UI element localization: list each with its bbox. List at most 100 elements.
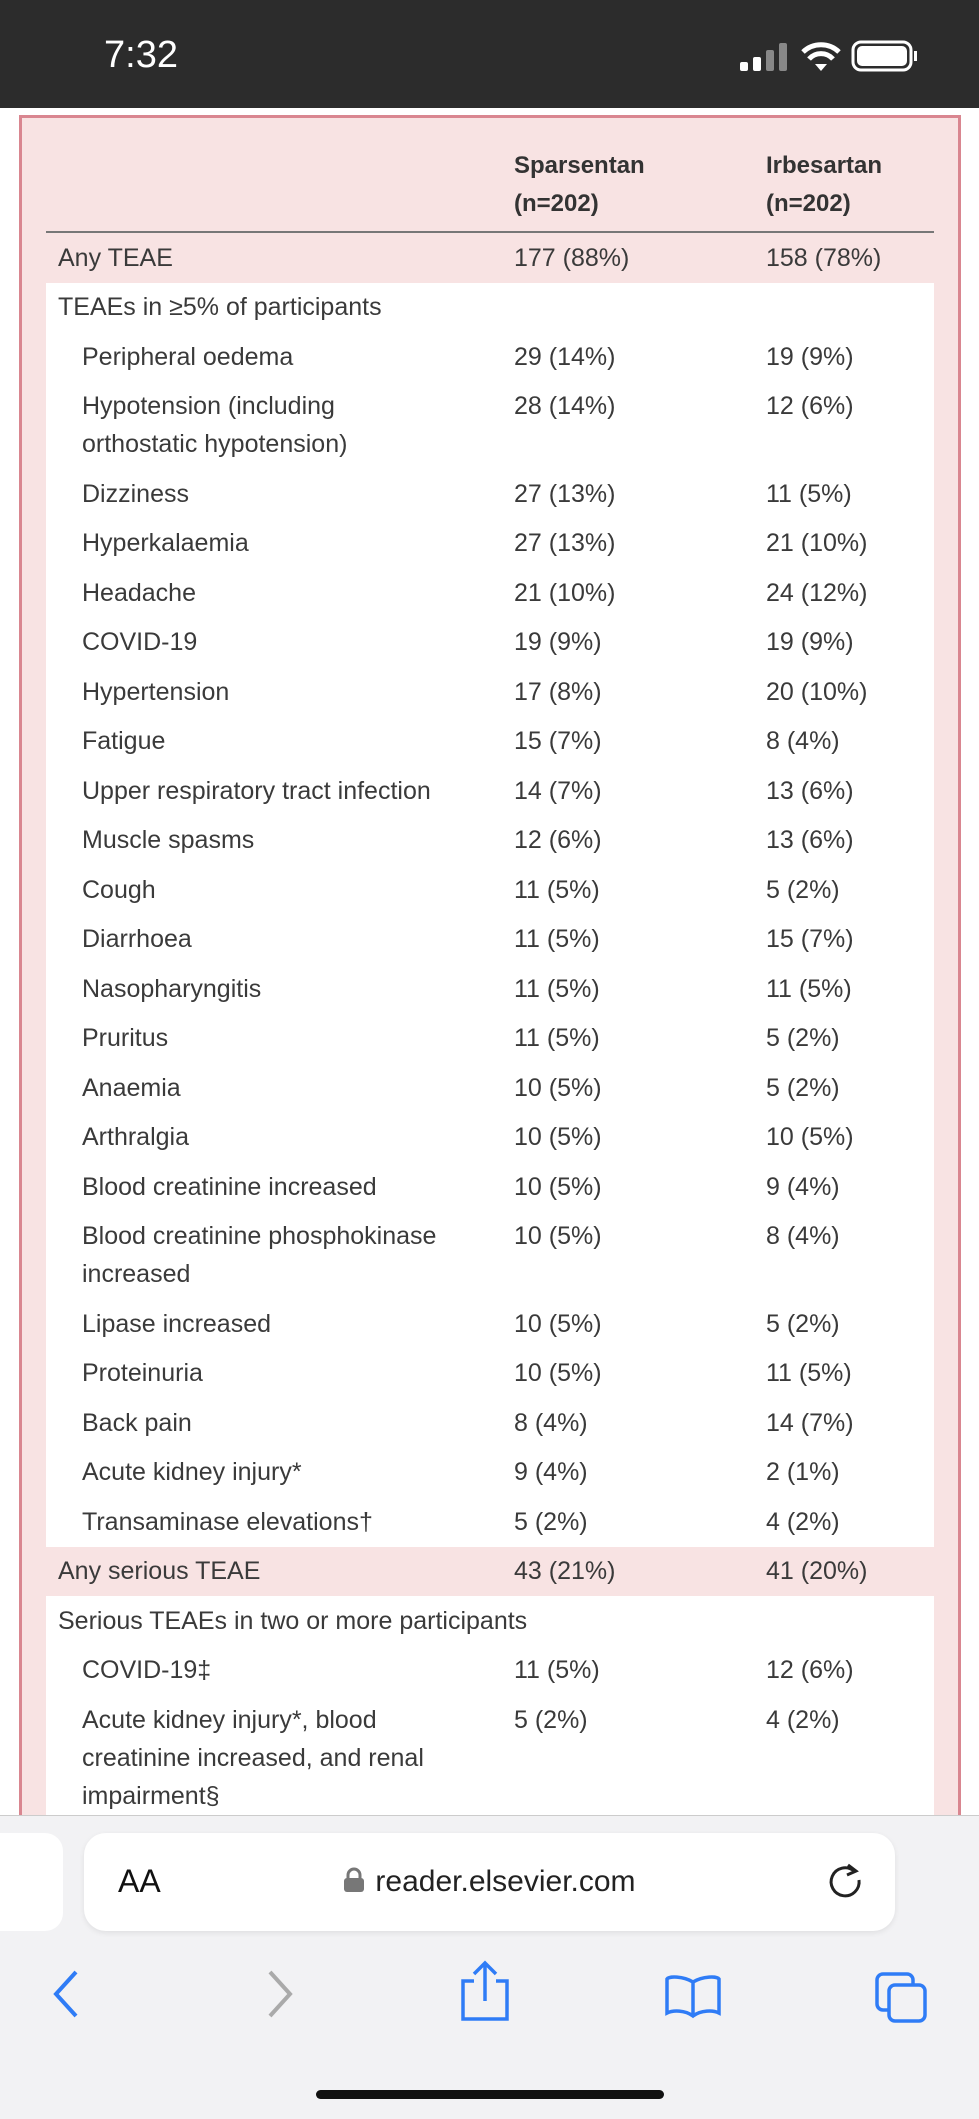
item-row: Dizziness 27 (13%) 11 (5%) xyxy=(46,469,934,519)
reload-button[interactable] xyxy=(826,1862,866,1902)
row-label: COVID-19‡ xyxy=(46,1645,508,1695)
row-label: Any TEAE xyxy=(58,243,173,272)
cell: 11 (5%) xyxy=(656,1348,934,1398)
item-row: Upper respiratory tract infection 14 (7%)… xyxy=(46,766,934,816)
cell: 27 (13%) xyxy=(508,469,656,519)
row-label: Nasopharyngitis xyxy=(46,964,508,1014)
item-row: Blood creatinine phosphokinase increased 1… xyxy=(46,1211,934,1299)
cell: 10 (5%) xyxy=(508,1112,656,1162)
item-row: Peripheral oedema 29 (14%) 19 (9%) xyxy=(46,332,934,382)
row-label: Any serious TEAE xyxy=(58,1557,261,1586)
row-label: Diarrhoea xyxy=(46,914,508,964)
status-icons xyxy=(740,40,917,72)
tab-peek[interactable] xyxy=(0,1833,63,1931)
header-n: (n=202) xyxy=(766,190,851,217)
cell: 10 (5%) xyxy=(508,1162,656,1212)
adverse-events-table: Sparsentan (n=202) Irbesartan (n=202) Any … xyxy=(46,118,934,1818)
item-row: Acute kidney injury* 9 (4%) 2 (1%) xyxy=(46,1447,934,1497)
row-label: Lipase increased xyxy=(46,1299,508,1349)
cell: 14 (7%) xyxy=(508,766,656,816)
cell: 21 (10%) xyxy=(656,518,934,568)
subtitle-row: TEAEs in ≥5% of participants xyxy=(46,282,934,332)
share-button[interactable] xyxy=(461,1960,509,2021)
cell: 15 (7%) xyxy=(508,716,656,766)
table-frame: Sparsentan (n=202) Irbesartan (n=202) Any … xyxy=(19,115,961,1818)
cell: 28 (14%) xyxy=(508,381,656,469)
cell: 11 (5%) xyxy=(508,1013,656,1063)
header-cell: Sparsentan (n=202) xyxy=(508,118,656,233)
cell: 158 (78%) xyxy=(766,243,882,272)
item-row: Pruritus 11 (5%) 5 (2%) xyxy=(46,1013,934,1063)
cell: 11 (5%) xyxy=(656,469,934,519)
item-row: Transaminase elevations† 5 (2%) 4 (2%) xyxy=(46,1497,934,1547)
row-label: COVID-19 xyxy=(46,617,508,667)
cell: 9 (4%) xyxy=(656,1162,934,1212)
label-line: impairment§ xyxy=(82,1781,220,1810)
row-label: Fatigue xyxy=(46,716,508,766)
tabs-button[interactable] xyxy=(875,1972,927,2023)
label-line: orthostatic hypotension) xyxy=(82,430,348,459)
total-row: Any TEAE 177 (88%) 158 (78%) xyxy=(46,232,934,283)
cell: 5 (2%) xyxy=(656,1063,934,1113)
cell: 5 (2%) xyxy=(508,1497,656,1547)
row-label: Blood creatinine phosphokinase increased xyxy=(46,1211,508,1299)
cell: 43 (21%) xyxy=(514,1557,616,1586)
address-bar[interactable]: AA reader.elsevier.com xyxy=(84,1833,895,1931)
item-row: Hyperkalaemia 27 (13%) 21 (10%) xyxy=(46,518,934,568)
item-row: Acute kidney injury*, blood creatinine in… xyxy=(46,1695,934,1818)
cell: 17 (8%) xyxy=(508,667,656,717)
item-row: Hypotension (including orthostatic hypote… xyxy=(46,381,934,469)
item-row: Anaemia 10 (5%) 5 (2%) xyxy=(46,1063,934,1113)
cell: 19 (9%) xyxy=(508,617,656,667)
cell: 5 (2%) xyxy=(508,1695,656,1818)
cell: 10 (5%) xyxy=(656,1112,934,1162)
item-row: Blood creatinine increased 10 (5%) 9 (4%) xyxy=(46,1162,934,1212)
row-label: Cough xyxy=(46,865,508,915)
item-row: Diarrhoea 11 (5%) 15 (7%) xyxy=(46,914,934,964)
row-label: Hypertension xyxy=(46,667,508,717)
subtitle-row: Serious TEAEs in two or more participant… xyxy=(46,1596,934,1646)
browser-bar: AA reader.elsevier.com xyxy=(0,1815,979,2119)
url[interactable]: reader.elsevier.com xyxy=(84,1865,895,1899)
status-bar: 7:32 xyxy=(0,0,979,108)
label-line: creatinine increased, and renal xyxy=(82,1743,424,1772)
cell: 5 (2%) xyxy=(656,1013,934,1063)
item-row: Back pain 8 (4%) 14 (7%) xyxy=(46,1398,934,1448)
header-name: Sparsentan xyxy=(514,152,645,179)
lock-icon xyxy=(344,1867,365,1892)
subtitle: TEAEs in ≥5% of participants xyxy=(46,282,934,332)
item-row: Hypertension 17 (8%) 20 (10%) xyxy=(46,667,934,717)
item-row: Muscle spasms 12 (6%) 13 (6%) xyxy=(46,815,934,865)
cell: 12 (6%) xyxy=(656,381,934,469)
cell: 4 (2%) xyxy=(656,1695,934,1818)
row-label: Upper respiratory tract infection xyxy=(46,766,508,816)
cell: 10 (5%) xyxy=(508,1063,656,1113)
url-text[interactable]: reader.elsevier.com xyxy=(375,1865,636,1898)
row-label: Hyperkalaemia xyxy=(46,518,508,568)
text-size-button[interactable]: AA xyxy=(118,1863,161,1899)
item-row: COVID-19‡ 11 (5%) 12 (6%) xyxy=(46,1645,934,1695)
item-row: COVID-19 19 (9%) 19 (9%) xyxy=(46,617,934,667)
row-label: Blood creatinine increased xyxy=(46,1162,508,1212)
item-row: Proteinuria 10 (5%) 11 (5%) xyxy=(46,1348,934,1398)
cell: 41 (20%) xyxy=(766,1557,868,1586)
cell: 2 (1%) xyxy=(656,1447,934,1497)
forward-button[interactable] xyxy=(268,1970,293,2018)
row-label: Pruritus xyxy=(46,1013,508,1063)
back-button[interactable] xyxy=(53,1970,78,2018)
row-label: Transaminase elevations† xyxy=(46,1497,508,1547)
toolbar xyxy=(53,1960,927,2099)
cell: 5 (2%) xyxy=(656,1299,934,1349)
label-line: Hypotension (including xyxy=(82,392,335,421)
bookmarks-button[interactable] xyxy=(665,1975,721,2019)
cell: 21 (10%) xyxy=(508,568,656,618)
cell: 11 (5%) xyxy=(508,1645,656,1695)
cell: 19 (9%) xyxy=(656,617,934,667)
cell: 4 (2%) xyxy=(656,1497,934,1547)
cell: 11 (5%) xyxy=(508,865,656,915)
header-name: Irbesartan xyxy=(766,152,883,179)
cell: 27 (13%) xyxy=(508,518,656,568)
cell: 19 (9%) xyxy=(656,332,934,382)
cell: 11 (5%) xyxy=(508,914,656,964)
cell: 8 (4%) xyxy=(508,1398,656,1448)
